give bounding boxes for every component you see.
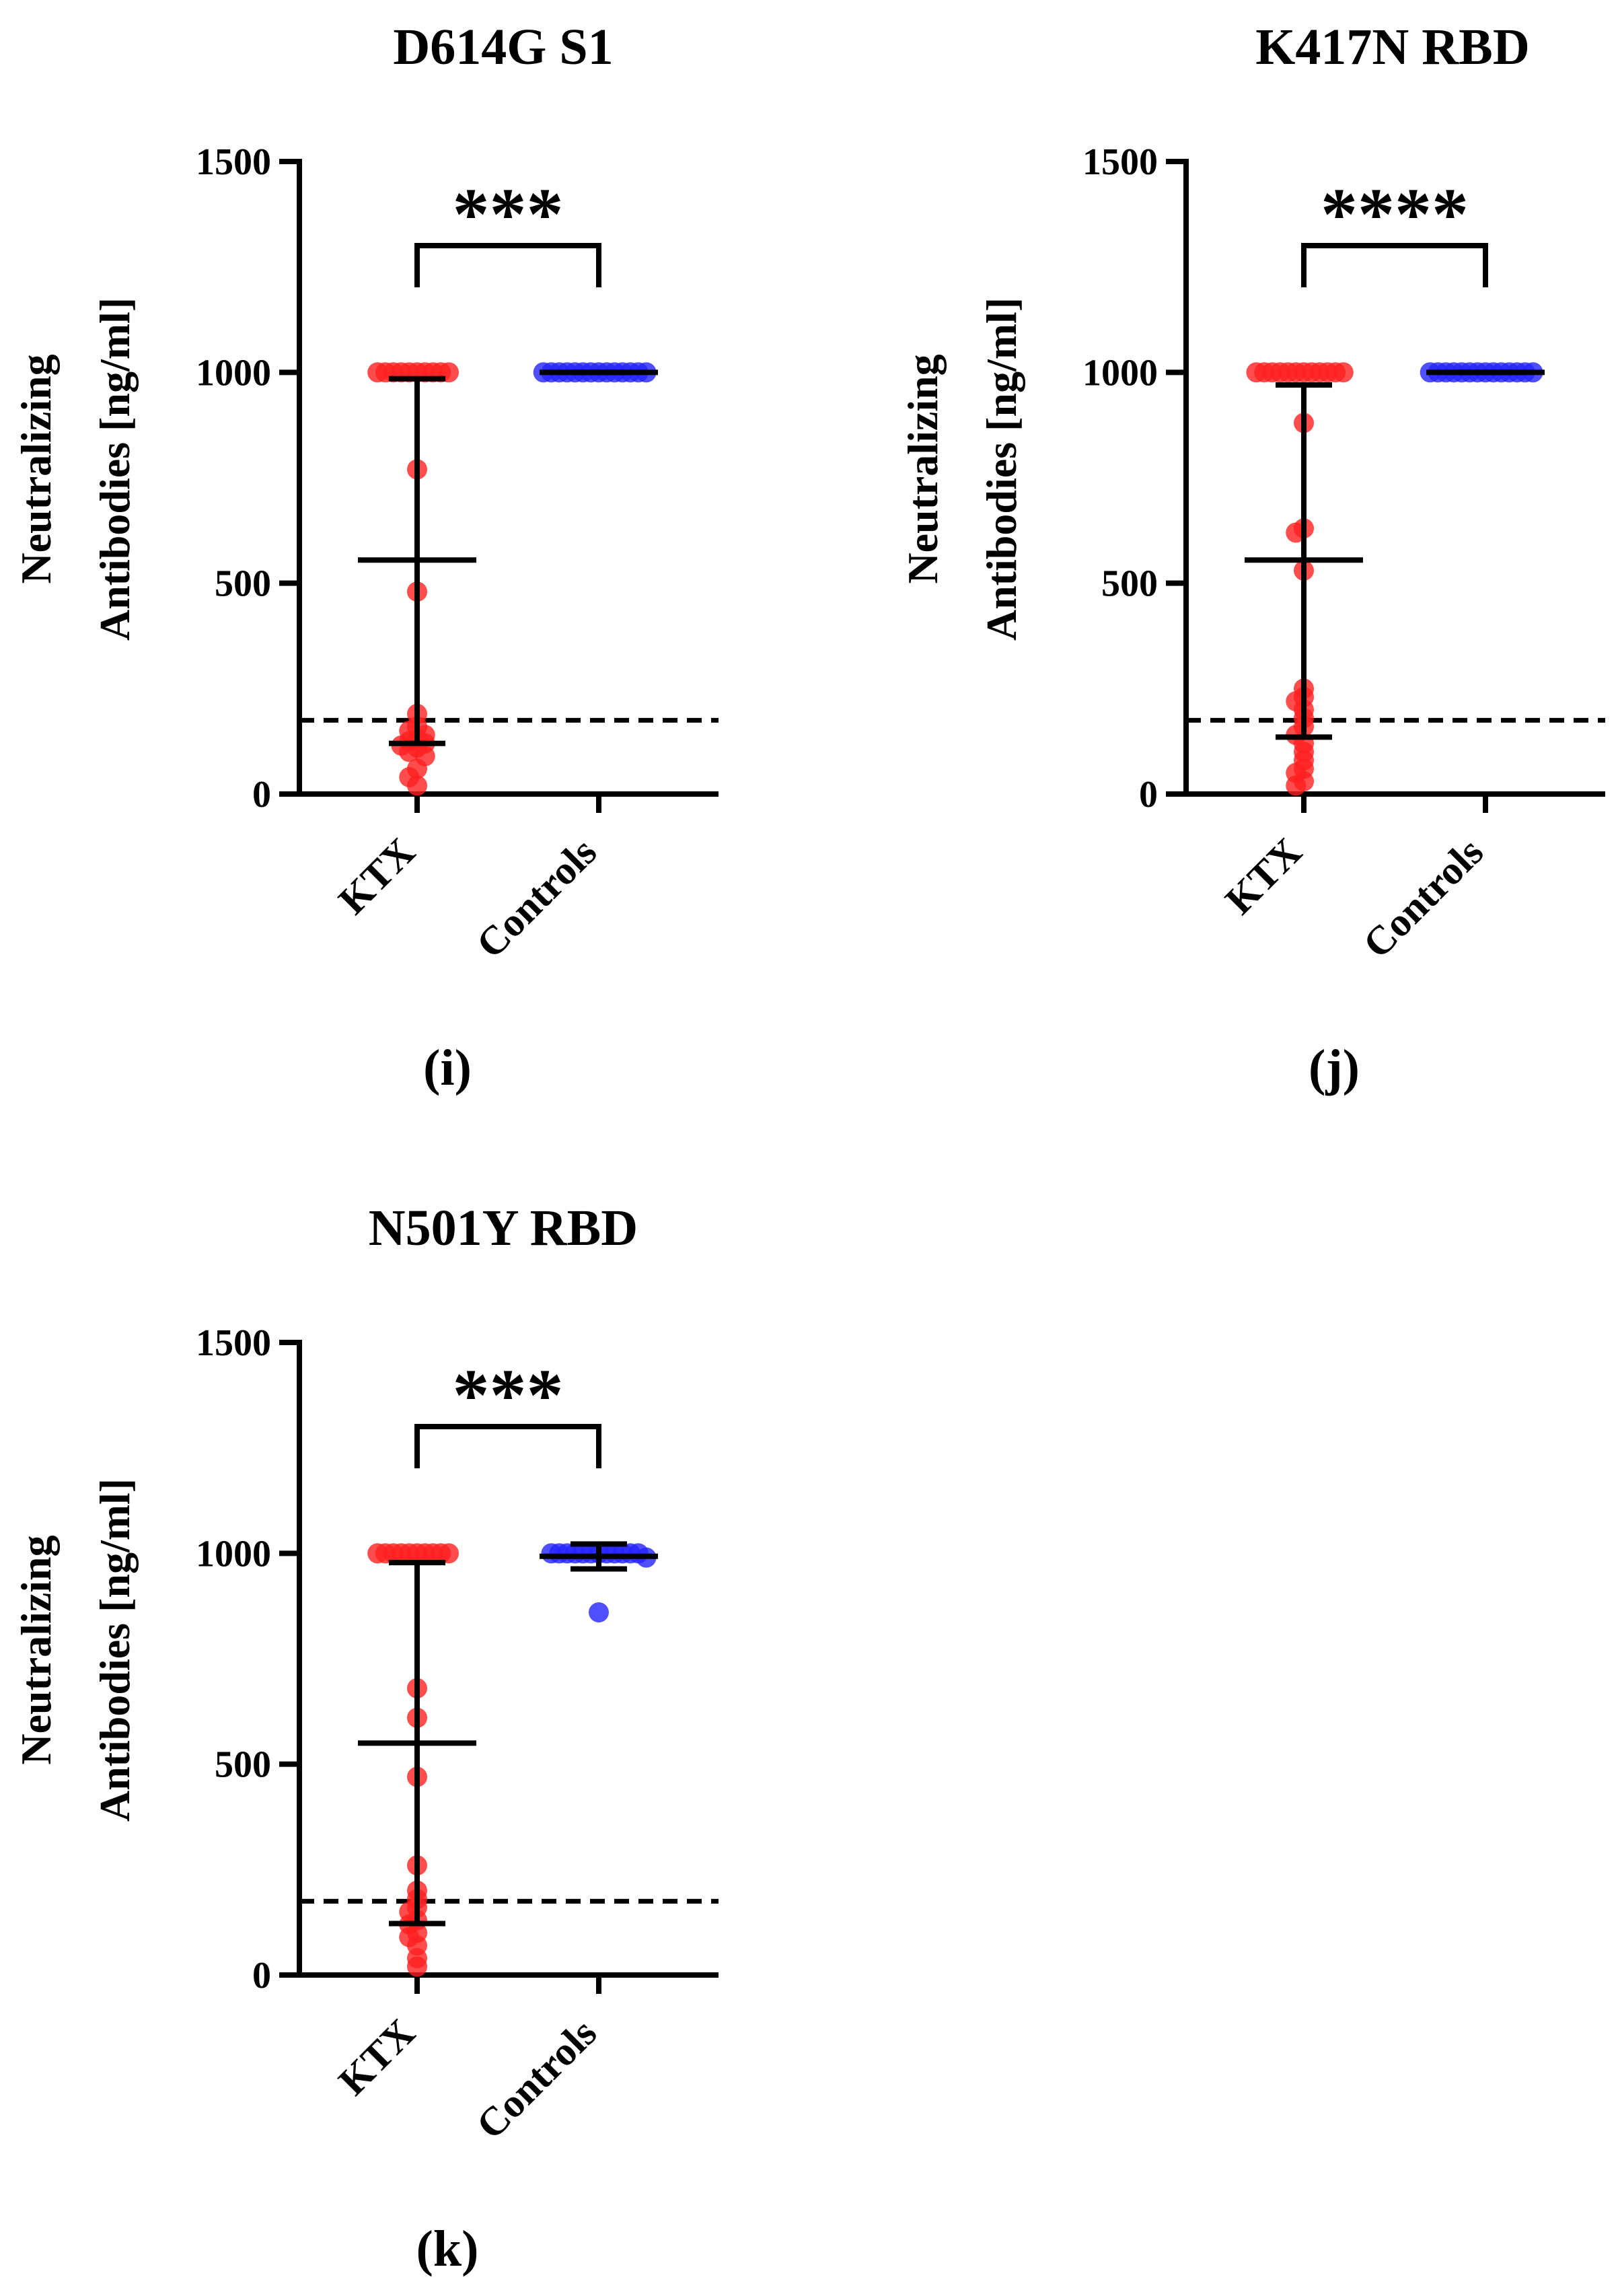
panel-title: N501Y RBD [369,1200,638,1256]
data-point-ktx [439,1543,459,1564]
data-point-ktx [1246,362,1267,383]
data-point-controls [541,1543,562,1564]
data-point-ktx [1286,522,1307,543]
panel-letter: i [440,1040,454,1096]
data-point-ktx [407,1956,427,1977]
y-tick-label: 0 [252,774,271,816]
y-tick-label: 500 [215,563,271,605]
y-tick-label: 500 [215,1744,271,1786]
plot-area: 0 500 1000 1500 *** [196,141,719,816]
y-axis-title-line2: Antibodies [ng/ml] [91,1478,139,1822]
y-axis-title-line2: Antibodies [ng/ml] [978,297,1025,641]
panel-label: (i) [423,1040,472,1096]
y-tick-label: 1500 [196,141,271,183]
y-tick-label: 0 [252,1955,271,1997]
y-tick-label: 1000 [196,352,271,394]
data-point-ktx [407,775,427,796]
panel-label: (j) [1309,1040,1360,1096]
x-tick-label-controls: Controls [468,2011,605,2148]
significance-stars: **** [1321,173,1469,255]
y-axis-title-line1: Neutralizing [12,354,60,583]
y-tick-label: 500 [1101,563,1158,605]
significance-bracket [1301,243,1488,287]
panel-letter: j [1325,1040,1342,1096]
panel-i: D614G S1 Neutralizing Antibodies [ng/ml]… [12,19,719,1096]
data-point-controls [589,1602,609,1623]
x-tick-label-ktx: KTX [330,2011,424,2104]
significance-stars: *** [453,1354,564,1436]
significance-stars: *** [453,173,564,255]
panel-title: D614G S1 [393,19,613,75]
data-point-ktx [1333,362,1354,383]
x-tick-label-controls: Controls [468,830,605,967]
data-point-ktx [399,742,420,762]
y-tick-label: 0 [1139,774,1158,816]
y-axis-title-line1: Neutralizing [12,1535,60,1764]
y-axis-title-line1: Neutralizing [899,354,947,583]
x-tick-label-ktx: KTX [330,830,424,923]
plot-area: 0 500 1000 1500 *** [196,1322,719,1997]
y-tick-label: 1500 [196,1322,271,1364]
significance-bracket [414,1424,601,1468]
data-point-ktx [367,362,388,383]
data-point-ktx [1286,775,1307,796]
y-tick-label: 1500 [1082,141,1158,183]
panel-title: K417N RBD [1255,19,1529,75]
panel-letter: k [433,2221,462,2277]
panel-label: (k) [416,2221,479,2277]
x-tick-label-controls: Controls [1354,830,1492,967]
panel-k: N501Y RBD Neutralizing Antibodies [ng/ml… [12,1200,719,2277]
panel-j: K417N RBD Neutralizing Antibodies [ng/ml… [899,19,1605,1096]
x-tick-label-ktx: KTX [1217,830,1311,923]
data-point-ktx [367,1543,388,1564]
y-tick-label: 1000 [1082,352,1158,394]
y-tick-label: 1000 [196,1533,271,1575]
plot-area: 0 500 1000 1500 **** [1082,141,1605,816]
y-axis-title-line2: Antibodies [ng/ml] [91,297,139,641]
significance-bracket [414,243,601,287]
